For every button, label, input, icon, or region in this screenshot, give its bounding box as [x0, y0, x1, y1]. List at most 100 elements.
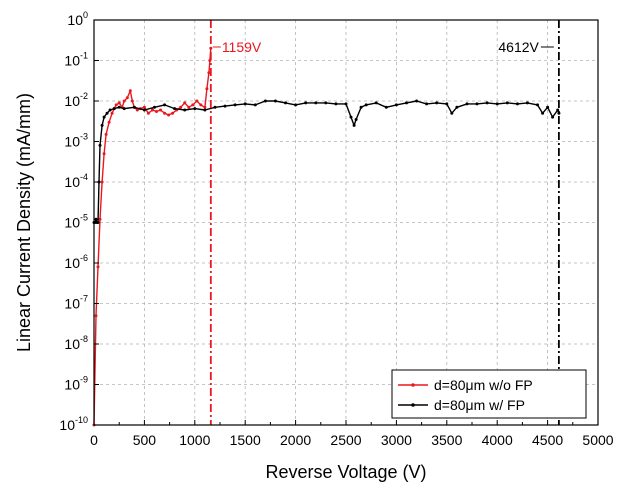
data-point [108, 108, 112, 112]
y-tick-base: 10 [64, 377, 80, 393]
data-point [207, 71, 211, 75]
x-tick-label: 0 [90, 432, 98, 448]
data-point [455, 105, 459, 109]
data-point [263, 99, 267, 103]
data-point [105, 111, 109, 115]
data-point [102, 115, 106, 119]
data-point [425, 102, 429, 106]
data-point [122, 107, 126, 111]
y-tick-exponent: -5 [80, 213, 88, 223]
y-tick-exponent: -6 [80, 253, 88, 263]
x-tick-label: 4500 [532, 432, 563, 448]
x-tick-label: 2000 [280, 432, 311, 448]
data-point [394, 103, 398, 107]
legend-label-with-fp: d=80μm w/ FP [434, 397, 525, 413]
data-point [125, 96, 129, 100]
series-layer [92, 46, 561, 427]
data-point [384, 105, 388, 109]
data-point [223, 104, 227, 108]
y-tick-label: 10-2 [64, 91, 88, 109]
legend: d=80μm w/o FP d=80μm w/ FP [391, 369, 587, 419]
y-tick-exponent: -8 [80, 334, 88, 344]
data-point [314, 101, 318, 105]
data-point [205, 87, 209, 91]
data-point [142, 105, 146, 109]
y-tick-base: 10 [64, 174, 80, 190]
data-point [344, 102, 348, 106]
data-point [155, 110, 158, 113]
data-point [475, 102, 479, 106]
y-tick-label: 10-6 [64, 253, 88, 271]
data-point [203, 108, 207, 112]
legend-label-without-fp: d=80μm w/o FP [434, 377, 533, 393]
series-with-fp [92, 99, 561, 224]
data-point [273, 99, 277, 103]
data-point [253, 103, 257, 107]
data-point [334, 102, 338, 106]
data-point [130, 99, 134, 103]
y-tick-exponent: -10 [75, 415, 88, 425]
data-point [122, 99, 126, 103]
data-point [233, 103, 237, 107]
data-point [114, 103, 118, 107]
data-point [159, 108, 162, 112]
data-point [100, 180, 104, 184]
data-point [546, 105, 550, 109]
data-point [183, 108, 187, 112]
annotation-4612v-label: 4612V [498, 39, 539, 55]
x-tick-label: 4000 [482, 432, 513, 448]
y-tick-exponent: -1 [80, 51, 88, 61]
data-point [96, 265, 100, 269]
x-axis-title: Reverse Voltage (V) [265, 462, 426, 482]
data-point [183, 101, 187, 105]
data-point [110, 111, 114, 115]
x-tick-label: 500 [133, 432, 157, 448]
data-point [352, 123, 356, 127]
data-point [541, 111, 545, 115]
y-tick-base: 10 [64, 134, 80, 150]
data-point [191, 103, 195, 107]
x-tick-label: 2500 [330, 432, 361, 448]
y-tick-base: 10 [67, 12, 83, 28]
y-tick-exponent: -9 [80, 375, 88, 385]
data-point [132, 105, 136, 109]
y-axis-title: Linear Current Density (mA/mm) [14, 93, 34, 352]
series-without-fp [92, 46, 213, 427]
data-point [465, 102, 469, 106]
x-tick-label: 3500 [431, 432, 462, 448]
annotation-1159v: 1159V [212, 39, 262, 55]
y-tick-base: 10 [64, 296, 80, 312]
data-point [163, 103, 167, 107]
y-tick-base: 10 [64, 53, 80, 69]
data-point [104, 132, 108, 136]
data-point [193, 107, 197, 111]
data-point [117, 105, 121, 109]
x-tick-label: 5000 [582, 432, 613, 448]
x-tick-label: 1500 [230, 432, 261, 448]
data-point [151, 108, 154, 112]
x-tick-label: 1000 [179, 432, 210, 448]
data-point [435, 101, 439, 105]
data-point [445, 102, 449, 106]
data-point [94, 314, 98, 318]
y-tick-label: 10-8 [64, 334, 88, 352]
data-point [117, 101, 121, 105]
data-point [128, 89, 132, 93]
data-point [374, 101, 378, 105]
y-tick-label: 10-9 [64, 375, 88, 393]
data-point [94, 217, 98, 221]
y-tick-base: 10 [64, 215, 80, 231]
annotation-1159v-label: 1159V [222, 39, 262, 55]
data-point [485, 101, 489, 105]
data-point [556, 108, 560, 112]
data-point [304, 101, 308, 105]
y-tick-label: 10-4 [64, 172, 88, 190]
data-point [146, 111, 150, 115]
data-point [153, 105, 156, 109]
y-tick-base: 10 [64, 255, 80, 271]
y-tick-exponent: -2 [80, 91, 88, 101]
data-point [102, 152, 106, 156]
data-point [324, 101, 328, 105]
y-tick-label: 10-1 [64, 51, 88, 69]
